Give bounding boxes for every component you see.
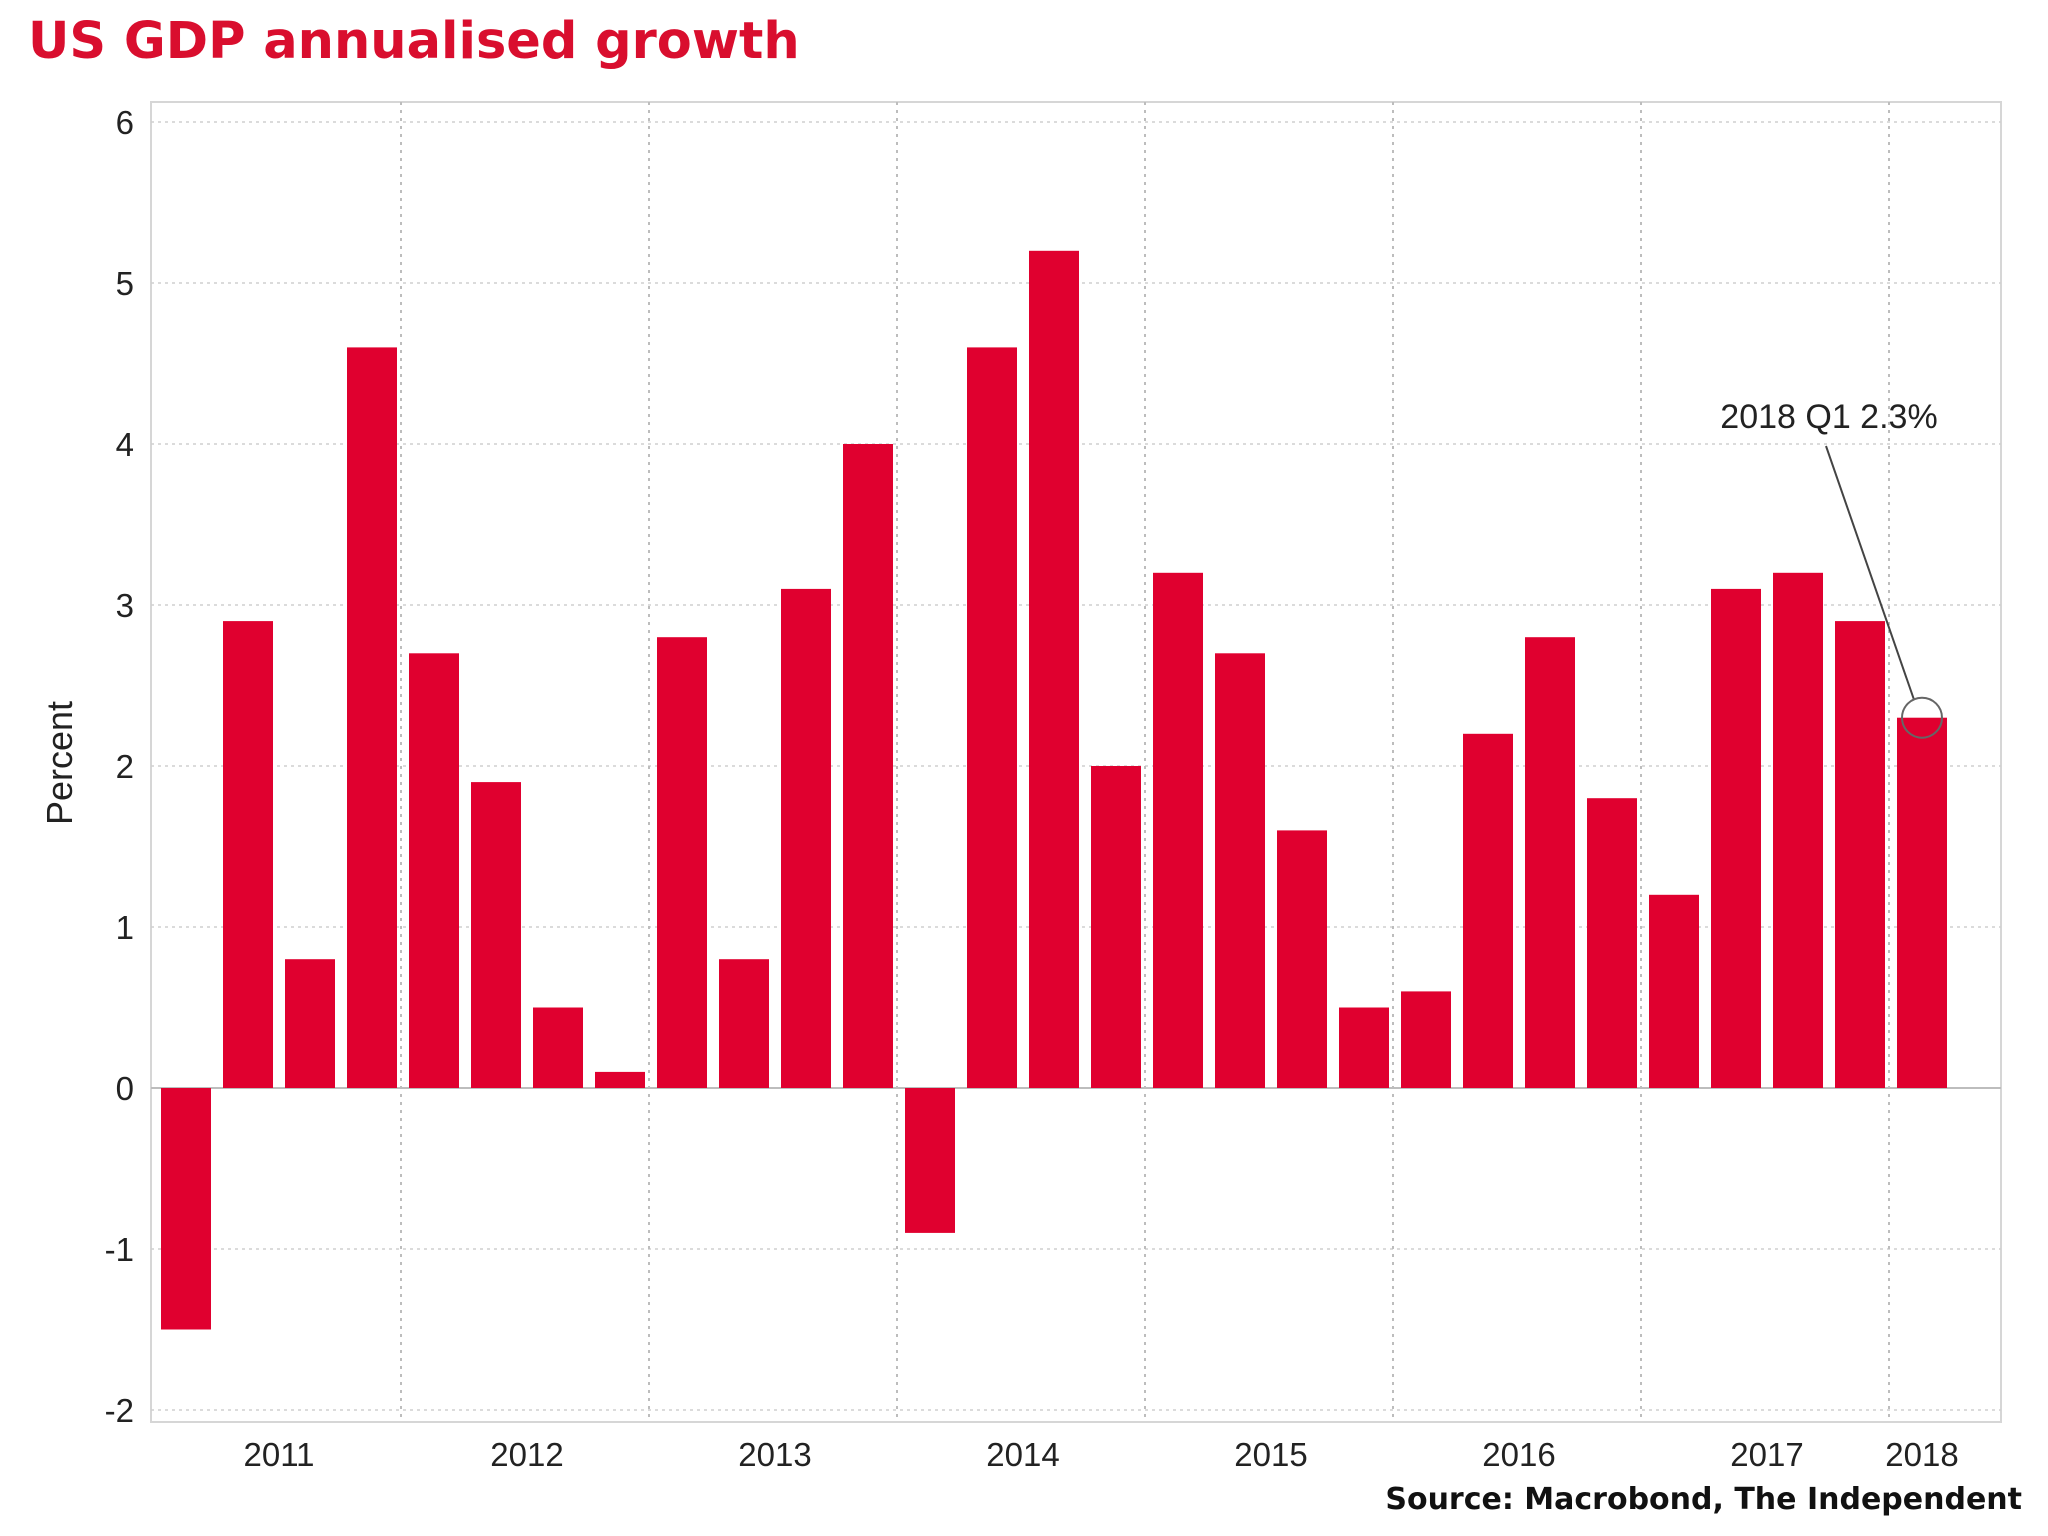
y-tick-label: 2: [116, 748, 134, 785]
bar: 2013 Q2: 0.8: [719, 959, 769, 1088]
bar: 2016 Q1: 0.6: [1401, 991, 1451, 1088]
y-tick-label: 3: [116, 587, 134, 624]
plot-frame: [150, 101, 2002, 1423]
bar: 2014 Q3: 5.2: [1029, 250, 1079, 1089]
y-tick-label: 4: [116, 426, 134, 463]
y-tick-label: 5: [116, 265, 134, 302]
bar: 2012 Q3: 0.5: [533, 1007, 583, 1088]
bar: 2016 Q4: 1.8: [1587, 798, 1637, 1088]
bar: 2011 Q2: 2.9: [223, 621, 273, 1088]
y-tick-label: 0: [116, 1070, 134, 1107]
bar: 2017 Q1: 1.2: [1649, 894, 1699, 1088]
y-tick-label: 6: [116, 104, 134, 141]
bar: 2017 Q2: 3.1: [1711, 588, 1761, 1088]
x-tick-label: 2018: [1885, 1436, 1958, 1473]
source-note: Source: Macrobond, The Independent: [1385, 1482, 2022, 1517]
x-tick-label: 2011: [244, 1436, 315, 1473]
y-axis-title: Percent: [39, 701, 80, 825]
y-tick-label: 1: [116, 909, 134, 946]
annotation: 2018 Q1 2.3%: [1720, 398, 1943, 739]
bar: 2017 Q4: 2.9: [1835, 621, 1885, 1088]
x-tick-label: 2015: [1234, 1436, 1307, 1473]
bar: 2017 Q3: 3.2: [1773, 572, 1823, 1088]
y-tick-label: -2: [105, 1392, 134, 1429]
bar: 2014 Q4: 2: [1091, 766, 1141, 1088]
annotation-marker-circle: [1901, 696, 1943, 739]
bars: 2011 Q1: -1.52011 Q2: 2.92011 Q3: 0.8201…: [161, 250, 1947, 1330]
bar: 2013 Q3: 3.1: [781, 588, 831, 1088]
chart-title: US GDP annualised growth: [28, 12, 800, 71]
x-tick-label: 2012: [490, 1436, 563, 1473]
bar: 2011 Q4: 4.6: [347, 347, 397, 1088]
bar: 2012 Q1: 2.7: [409, 653, 459, 1088]
bar: 2014 Q1: -0.9: [905, 1088, 955, 1233]
y-tick-labels: 6 5 4 3 2 1 0 -1 -2: [105, 104, 134, 1429]
x-tick-labels: 2011 2012 2013 2014 2015 2016 2017 2018: [244, 1436, 1959, 1473]
bar: 2011 Q3: 0.8: [285, 959, 335, 1088]
bar: 2016 Q3: 2.8: [1525, 637, 1575, 1088]
x-tick-label: 2014: [986, 1436, 1059, 1473]
bar: 2014 Q2: 4.6: [967, 347, 1017, 1088]
bar: 2012 Q4: 0.1: [595, 1071, 645, 1088]
bar: 2018 Q1: 2.3: [1897, 717, 1947, 1088]
bar: 2013 Q4: 4: [843, 444, 893, 1088]
bar: 2015 Q4: 0.5: [1339, 1007, 1389, 1088]
bar: 2012 Q2: 1.9: [471, 782, 521, 1088]
x-tick-label: 2017: [1730, 1436, 1803, 1473]
annotation-label: 2018 Q1 2.3%: [1720, 398, 1937, 436]
y-tick-label: -1: [105, 1231, 134, 1268]
annotation-leader-line: [1825, 445, 1915, 701]
bar: 2015 Q1: 3.2: [1153, 572, 1203, 1088]
bar: 2011 Q1: -1.5: [161, 1088, 211, 1330]
bar: 2013 Q1: 2.8: [657, 637, 707, 1088]
bar: 2015 Q2: 2.7: [1215, 653, 1265, 1088]
bar: 2015 Q3: 1.6: [1277, 830, 1327, 1088]
bar: 2016 Q2: 2.2: [1463, 733, 1513, 1088]
x-tick-label: 2016: [1482, 1436, 1555, 1473]
x-tick-label: 2013: [738, 1436, 811, 1473]
